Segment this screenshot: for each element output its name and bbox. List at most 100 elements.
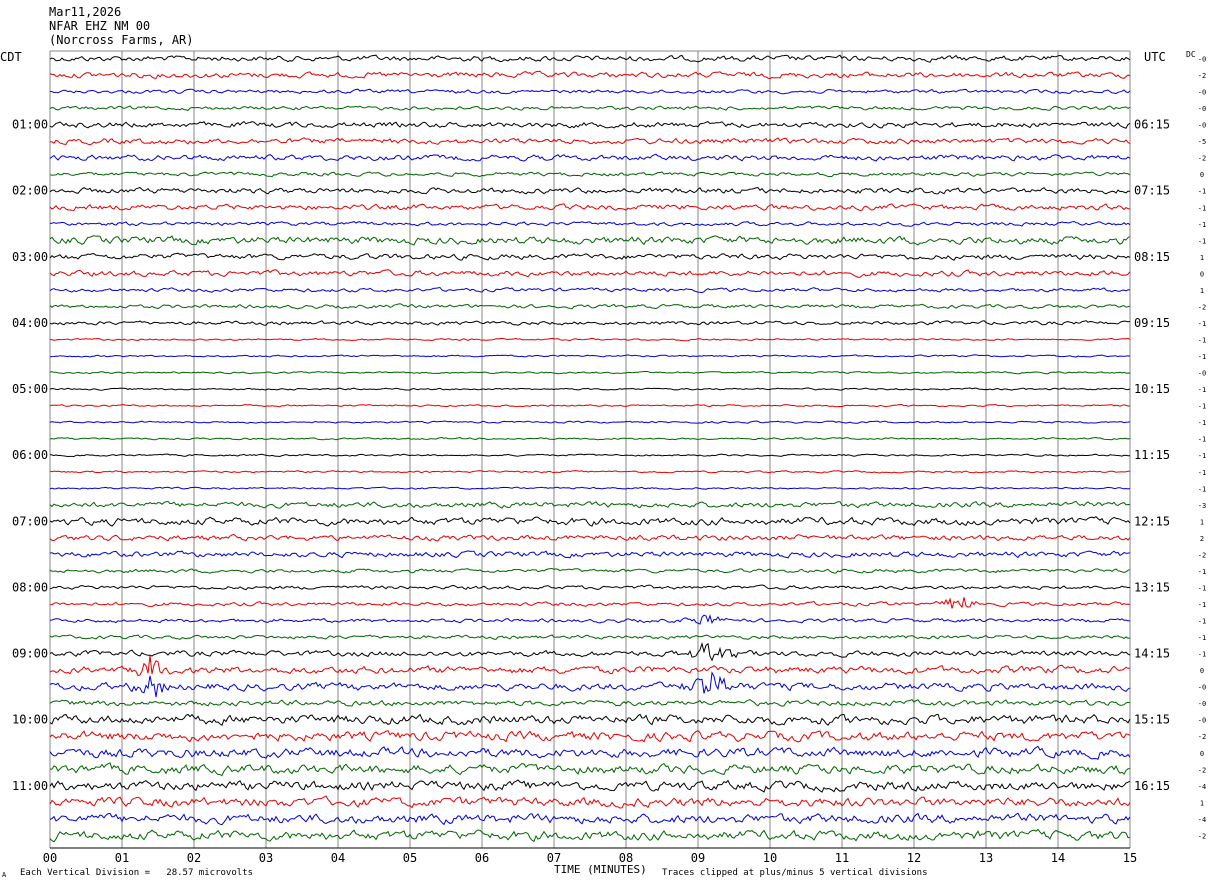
x-tick-label: 03 <box>259 851 273 865</box>
dc-label: DC <box>1186 50 1196 59</box>
trace-line <box>49 641 1131 662</box>
dc-offset-value: -0 <box>1198 370 1206 378</box>
x-tick-label: 02 <box>187 851 201 865</box>
utc-time-label: 09:15 <box>1134 316 1170 330</box>
dc-offset-value: 0 <box>1200 270 1204 278</box>
dc-offset-value: -1 <box>1198 452 1206 460</box>
x-tick-label: 10 <box>763 851 777 865</box>
x-tick-label: 08 <box>619 851 633 865</box>
trace-line <box>49 550 1131 559</box>
trace-line <box>49 105 1131 111</box>
trace-line <box>49 795 1131 809</box>
trace-line <box>49 420 1131 424</box>
trace-line <box>49 171 1131 178</box>
trace-line <box>49 153 1131 162</box>
x-tick-label: 11 <box>835 851 849 865</box>
trace-line <box>49 186 1131 195</box>
trace-line <box>49 54 1131 63</box>
utc-time-label: 16:15 <box>1134 779 1170 793</box>
cdt-time-label: 02:00 <box>12 184 48 198</box>
trace-line <box>49 203 1131 212</box>
trace-line <box>49 533 1131 542</box>
dc-offset-value: -1 <box>1198 469 1206 477</box>
trace-line <box>49 500 1131 509</box>
dc-offset-value: -0 <box>1198 56 1206 64</box>
cdt-time-label: 05:00 <box>12 382 48 396</box>
dc-offset-value: 0 <box>1200 667 1204 675</box>
x-tick-label: 05 <box>403 851 417 865</box>
x-tick-label: 07 <box>547 851 561 865</box>
trace-line <box>49 828 1131 843</box>
trace-line <box>49 387 1131 391</box>
dc-offset-value: -1 <box>1198 403 1206 411</box>
dc-offset-value: -0 <box>1198 105 1206 113</box>
dc-offset-value: -1 <box>1198 237 1206 245</box>
trace-line <box>49 597 1131 609</box>
utc-time-label: 15:15 <box>1134 713 1170 727</box>
dc-offset-value: -1 <box>1198 485 1206 493</box>
trace-line <box>49 812 1131 826</box>
dc-offset-value: -2 <box>1198 832 1206 840</box>
cdt-time-label: 11:00 <box>12 779 48 793</box>
cdt-time-label: 04:00 <box>12 316 48 330</box>
trace-line <box>49 470 1131 474</box>
utc-time-label: 06:15 <box>1134 118 1170 132</box>
cdt-time-label: 06:00 <box>12 448 48 462</box>
date-label: Mar11,2026 <box>49 5 122 19</box>
dc-offset-value: -0 <box>1198 89 1206 97</box>
dc-offset-value: -1 <box>1198 221 1206 229</box>
dc-offset-value: -1 <box>1198 568 1206 576</box>
trace-line <box>49 286 1131 294</box>
trace-line <box>49 252 1131 261</box>
trace-line <box>49 567 1131 574</box>
utc-time-label: 10:15 <box>1134 382 1170 396</box>
dc-offset-value: -1 <box>1198 320 1206 328</box>
trace-line <box>49 269 1131 278</box>
trace-line <box>49 729 1131 743</box>
dc-offset-value: -4 <box>1198 816 1206 824</box>
dc-offset-value: 0 <box>1200 750 1204 758</box>
trace-line <box>49 436 1131 441</box>
utc-time-label: 08:15 <box>1134 250 1170 264</box>
dc-offset-labels: -0 -2 -0 -0 -0 -5 -2 0 -1 -1 -1 -1 1 0 1 -2 -1 -1 -1 -0 -1 -1… <box>1198 56 1206 841</box>
trace-line <box>49 337 1131 342</box>
trace-line <box>49 779 1131 793</box>
dc-offset-value: -1 <box>1198 188 1206 196</box>
cdt-time-label: 03:00 <box>12 250 48 264</box>
trace-line <box>49 515 1131 527</box>
dc-offset-value: -1 <box>1198 419 1206 427</box>
trace-line <box>50 762 1131 777</box>
utc-time-label: 11:15 <box>1134 448 1170 462</box>
dc-offset-value: 1 <box>1200 287 1204 295</box>
dc-offset-value: -0 <box>1198 717 1206 725</box>
dc-offset-value: 1 <box>1200 518 1204 526</box>
utc-time-label: 14:15 <box>1134 647 1170 661</box>
dc-offset-value: -1 <box>1198 584 1206 592</box>
dc-offset-value: -1 <box>1198 601 1206 609</box>
dc-offset-value: -0 <box>1198 122 1206 130</box>
trace-line <box>49 370 1131 375</box>
x-tick-label: 13 <box>979 851 993 865</box>
utc-time-label: 13:15 <box>1134 580 1170 594</box>
scale-note: Each Vertical Division = 28.57 microvolt… <box>20 868 253 878</box>
dc-offset-value: 0 <box>1200 171 1204 179</box>
trace-line <box>49 486 1131 490</box>
dc-offset-value: -1 <box>1198 651 1206 659</box>
dc-offset-value: 2 <box>1200 535 1204 543</box>
cdt-time-label: 09:00 <box>12 647 48 661</box>
corner-mark: A <box>2 871 7 879</box>
x-tick-label: 04 <box>331 851 345 865</box>
dc-offset-value: -5 <box>1198 138 1206 146</box>
trace-line <box>49 137 1131 146</box>
utc-axis-label: UTC <box>1144 50 1166 64</box>
dc-offset-value: -2 <box>1198 155 1206 163</box>
dc-offset-value: -3 <box>1198 502 1206 510</box>
dc-offset-value: 1 <box>1200 254 1204 262</box>
dc-offset-value: -1 <box>1198 353 1206 361</box>
trace-line <box>49 745 1131 760</box>
cdt-time-label: 01:00 <box>12 118 48 132</box>
minute-gridlines <box>49 50 1131 849</box>
clip-note: Traces clipped at plus/minus 5 vertical … <box>662 868 928 878</box>
trace-line <box>49 671 1131 698</box>
